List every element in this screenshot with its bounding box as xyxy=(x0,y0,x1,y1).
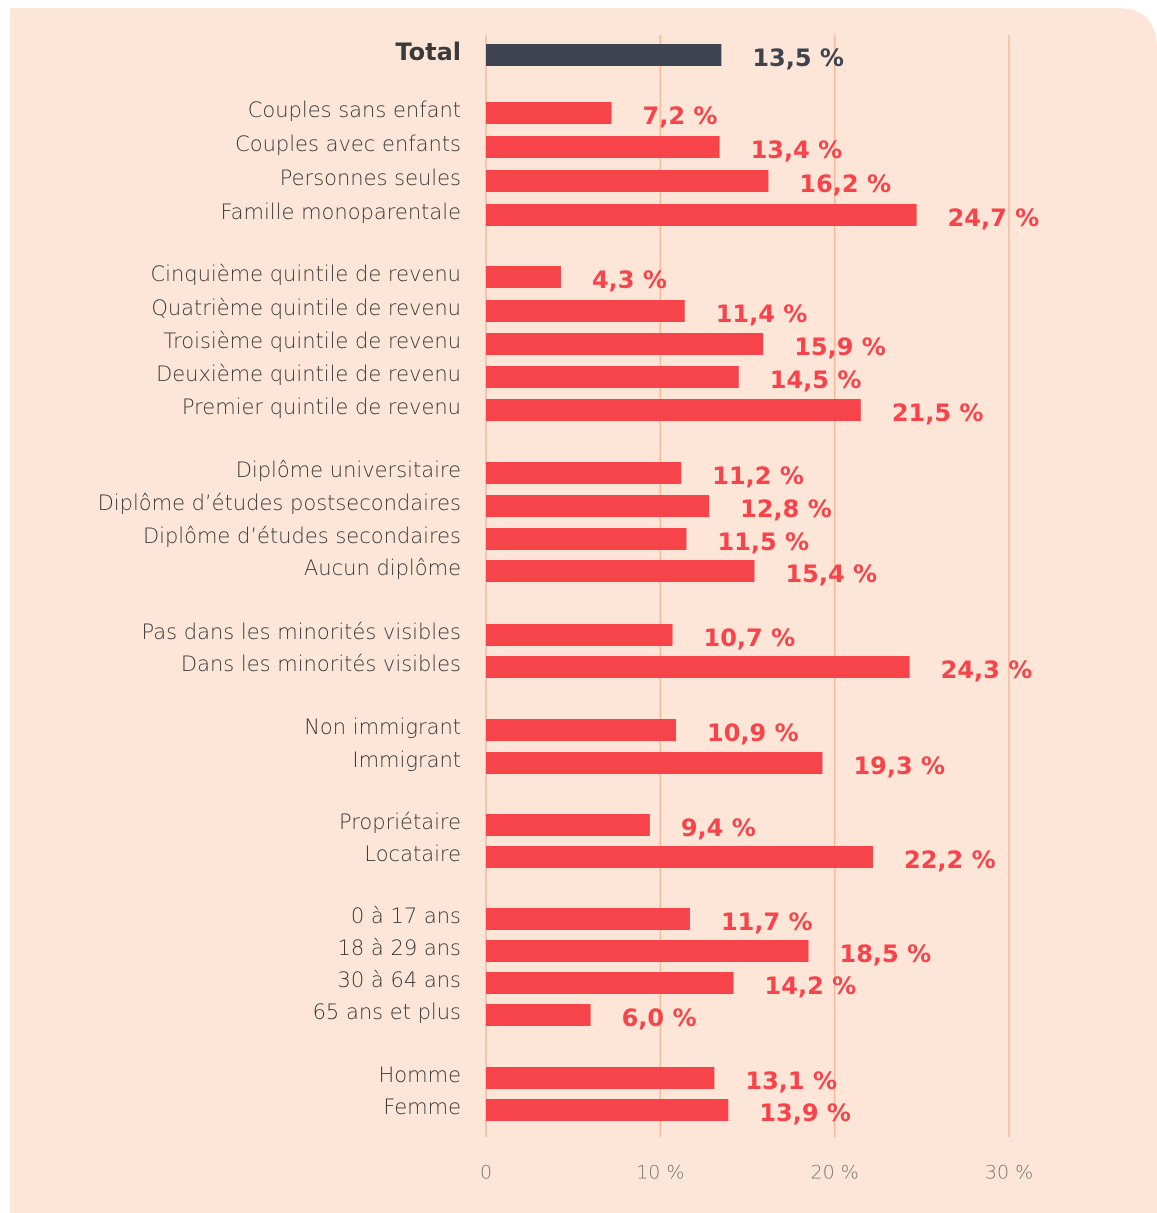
value-label: 24,3 % xyxy=(941,656,1033,684)
category-label: Couples sans enfant xyxy=(248,98,461,122)
bar xyxy=(486,495,710,517)
bar xyxy=(486,752,823,774)
value-label: 13,4 % xyxy=(751,136,843,164)
bar xyxy=(486,399,861,421)
category-label: Aucun diplôme xyxy=(304,556,461,580)
category-label: Total xyxy=(395,38,461,66)
value-label: 10,7 % xyxy=(704,624,796,652)
value-label: 11,4 % xyxy=(716,300,808,328)
bar xyxy=(486,44,722,66)
x-tick-label: 0 xyxy=(480,1162,492,1184)
value-label: 6,0 % xyxy=(622,1004,697,1032)
value-label: 7,2 % xyxy=(643,102,718,130)
bar xyxy=(486,366,739,388)
bar xyxy=(486,1004,591,1026)
bar xyxy=(486,1099,729,1121)
bar xyxy=(486,102,612,124)
value-label: 13,1 % xyxy=(745,1067,837,1095)
category-label: Immigrant xyxy=(352,748,461,772)
value-label: 10,9 % xyxy=(707,719,799,747)
value-label: 14,2 % xyxy=(765,972,857,1000)
bar xyxy=(486,266,561,288)
bar xyxy=(486,1067,715,1089)
bar xyxy=(486,846,874,868)
value-label: 12,8 % xyxy=(740,495,832,523)
category-label: Couples avec enfants xyxy=(235,132,461,156)
category-label: Homme xyxy=(379,1063,461,1087)
value-label: 21,5 % xyxy=(892,399,984,427)
bar xyxy=(486,300,685,322)
category-label: Dans les minorités visibles xyxy=(181,652,461,676)
category-label: Diplôme d’études postsecondaires xyxy=(98,491,461,515)
category-label: Diplôme d’études secondaires xyxy=(143,524,461,548)
x-tick-label: 10 % xyxy=(636,1162,684,1184)
category-label: Locataire xyxy=(364,842,461,866)
bar xyxy=(486,170,769,192)
value-label: 14,5 % xyxy=(770,366,862,394)
value-label: 15,9 % xyxy=(794,333,886,361)
value-label: 13,9 % xyxy=(759,1099,851,1127)
category-label: Cinquième quintile de revenu xyxy=(150,262,461,286)
category-label: Troisième quintile de revenu xyxy=(163,329,461,353)
value-label: 18,5 % xyxy=(840,940,932,968)
category-label: Pas dans les minorités visibles xyxy=(142,620,461,644)
bar xyxy=(486,940,809,962)
bar xyxy=(486,719,677,741)
value-label: 9,4 % xyxy=(681,814,756,842)
value-label: 11,7 % xyxy=(721,908,813,936)
value-label: 16,2 % xyxy=(799,170,891,198)
category-label: Femme xyxy=(383,1095,461,1119)
x-tick-label: 30 % xyxy=(985,1162,1033,1184)
category-label: Non immigrant xyxy=(304,715,461,739)
bar xyxy=(486,624,673,646)
bar xyxy=(486,814,650,836)
category-label: 30 à 64 ans xyxy=(338,968,461,992)
category-label: 65 ans et plus xyxy=(313,1000,461,1024)
bar xyxy=(486,204,917,226)
value-label: 22,2 % xyxy=(904,846,996,874)
bar xyxy=(486,972,734,994)
category-label: Diplôme universitaire xyxy=(236,458,461,482)
bar xyxy=(486,656,910,678)
bar xyxy=(486,528,687,550)
value-label: 24,7 % xyxy=(948,204,1040,232)
category-label: Premier quintile de revenu xyxy=(182,395,461,419)
x-tick-label: 20 % xyxy=(811,1162,859,1184)
value-label: 11,2 % xyxy=(712,462,804,490)
value-label: 11,5 % xyxy=(717,528,809,556)
bar xyxy=(486,136,720,158)
category-label: Quatrième quintile de revenu xyxy=(151,296,461,320)
bar xyxy=(486,560,755,582)
category-label: Propriétaire xyxy=(339,810,461,834)
background xyxy=(10,8,1157,1213)
value-label: 13,5 % xyxy=(752,44,844,72)
category-label: Famille monoparentale xyxy=(221,200,462,224)
bar xyxy=(486,333,764,355)
category-label: Deuxième quintile de revenu xyxy=(156,362,461,386)
value-label: 15,4 % xyxy=(785,560,877,588)
category-label: Personnes seules xyxy=(280,166,461,190)
bar xyxy=(486,908,690,930)
category-label: 0 à 17 ans xyxy=(351,904,461,928)
category-label: 18 à 29 ans xyxy=(338,936,461,960)
value-label: 19,3 % xyxy=(853,752,945,780)
bar xyxy=(486,462,682,484)
value-label: 4,3 % xyxy=(592,266,667,294)
